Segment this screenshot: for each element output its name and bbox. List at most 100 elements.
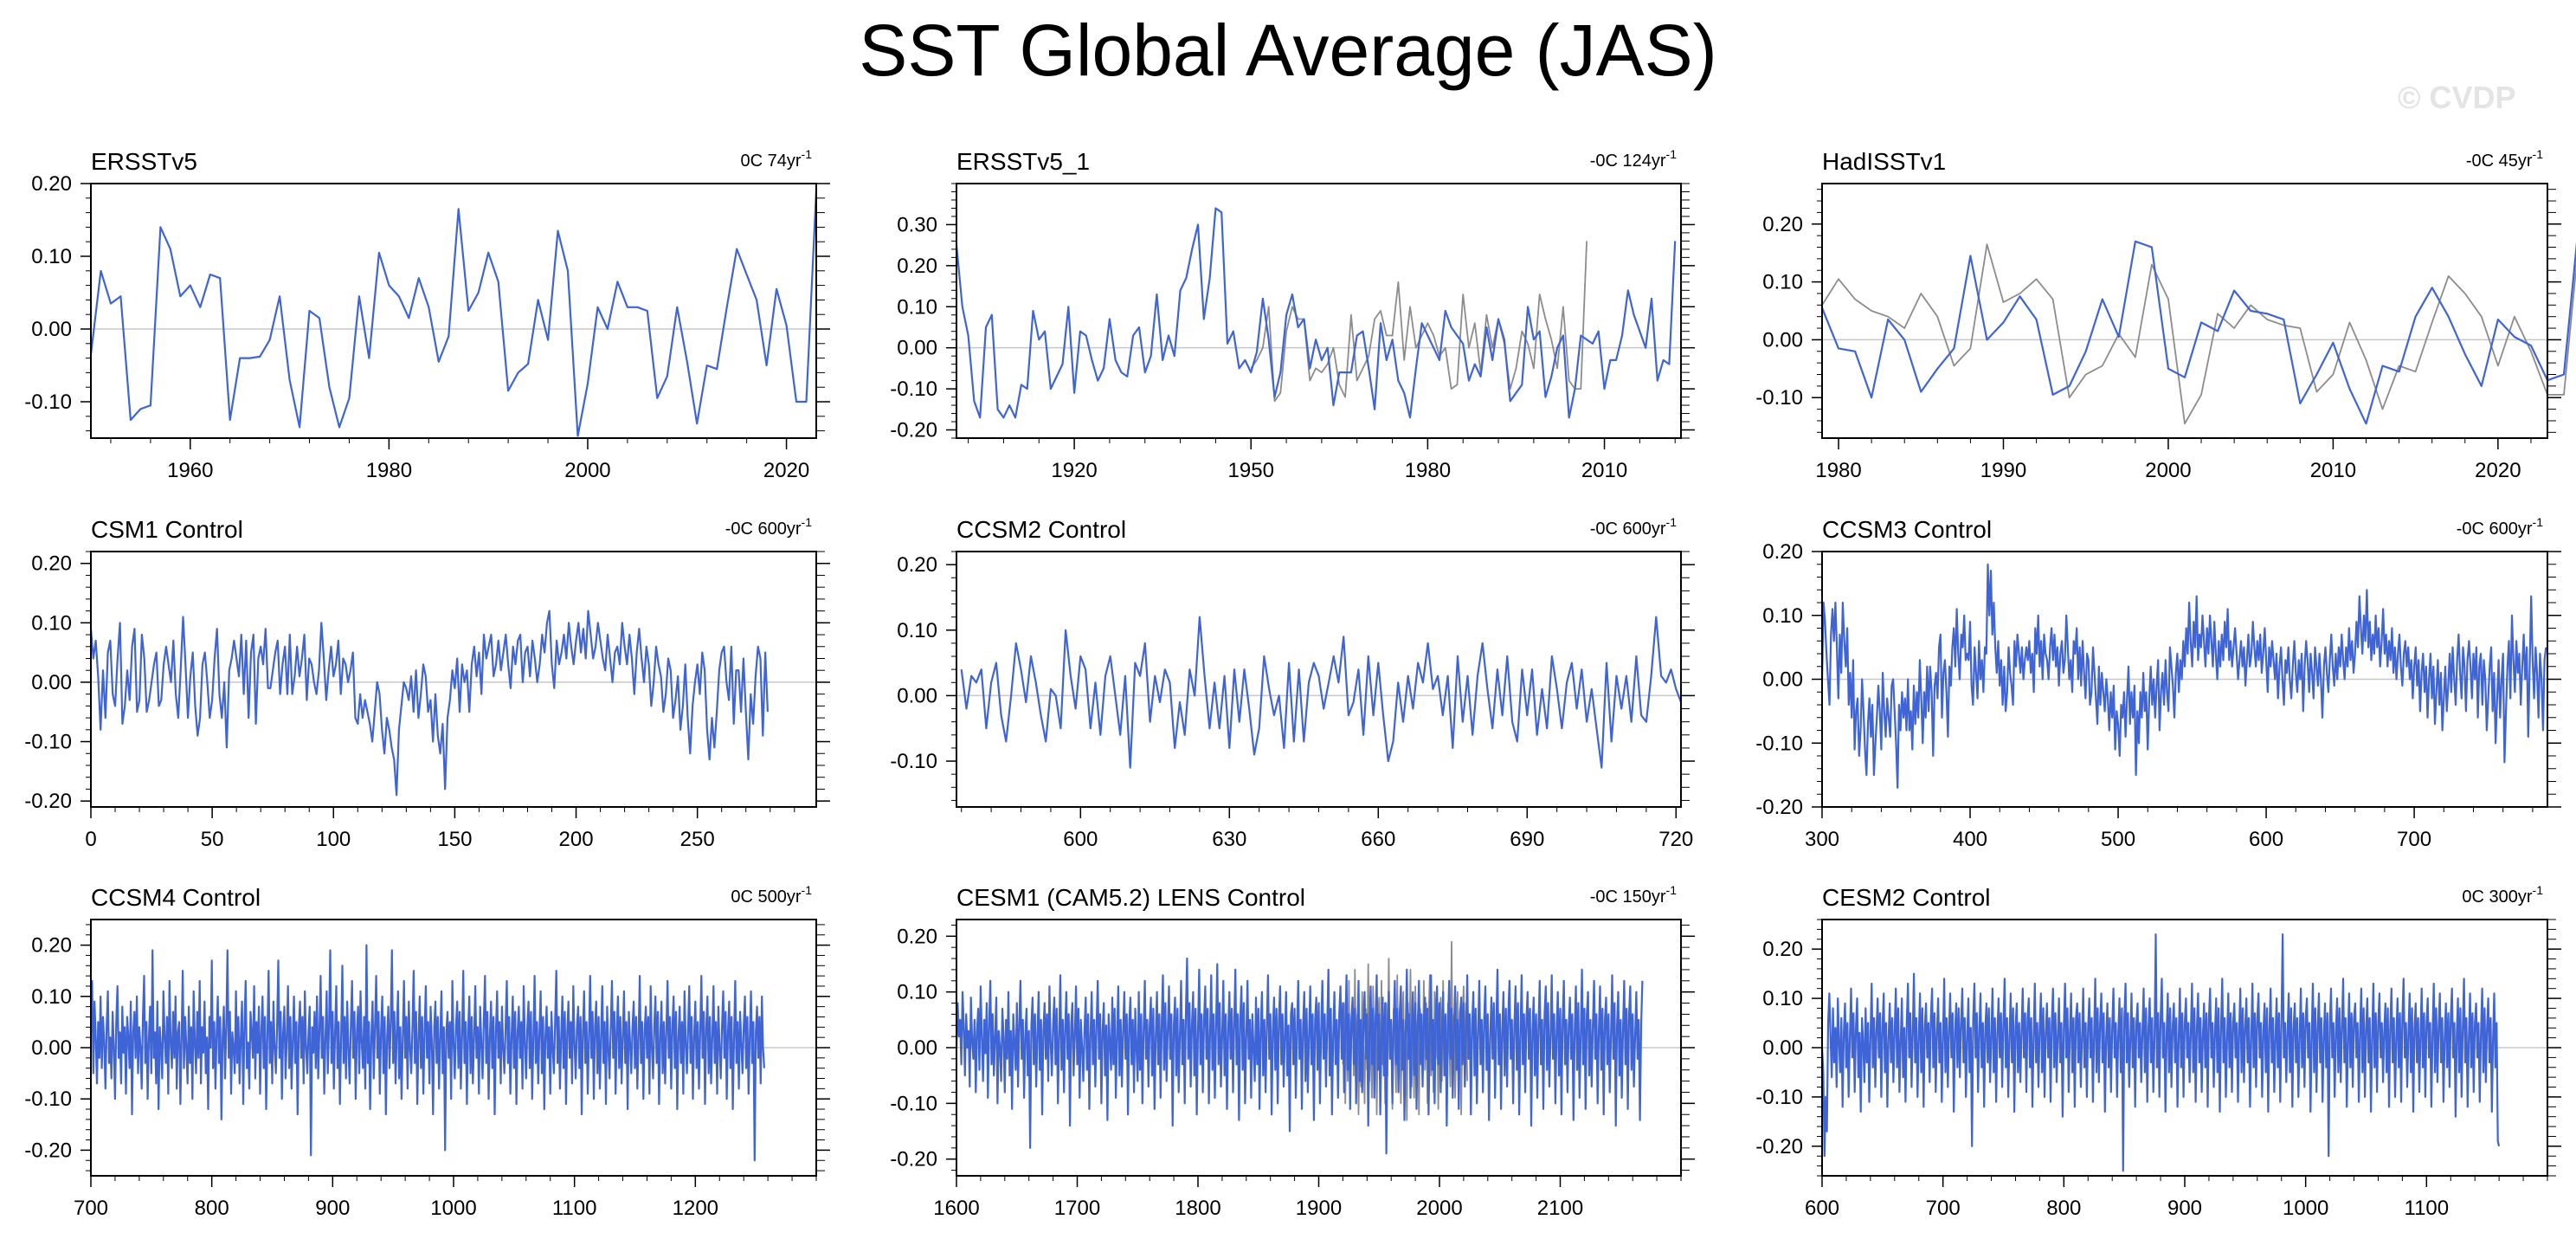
x-tick-label: 800 — [195, 1197, 229, 1220]
y-tick-label: 0.20 — [1762, 213, 1803, 236]
y-tick-label: 0.30 — [897, 213, 937, 236]
panel-title: CSM1 Control — [91, 516, 243, 543]
panel-ccsm4-control: CCSM4 Control 0C 500yr-1 -0.20 -0.10 0.00 0.1… — [24, 883, 830, 1220]
panel-cesm2-control: CESM2 Control 0C 300yr-1 -0.20 -0.10 0.00 0.1… — [1755, 883, 2561, 1220]
panel-ersstv5: ERSSTv5 0C 74yr-1 -0.10 0.00 0.10 0.20 1960 198… — [24, 147, 830, 482]
series-line-primary — [960, 616, 1683, 769]
panel-ccsm2-control: CCSM2 Control -0C 600yr-1 -0.10 0.00 0.10 0.2… — [890, 515, 1695, 851]
y-tick-label: 0.20 — [31, 172, 72, 196]
y-tick-label: 0.00 — [1762, 1036, 1803, 1060]
panel-title: HadISSTv1 — [1822, 148, 1946, 175]
y-tick-label: -0.10 — [890, 378, 937, 401]
y-tick-label: 0.10 — [1762, 987, 1803, 1010]
y-tick-label: 0.10 — [897, 295, 937, 319]
y-tick-label: -0.20 — [24, 1139, 72, 1162]
x-tick-label: 250 — [680, 828, 715, 851]
y-tick-label: 0.00 — [897, 684, 937, 707]
y-tick-label: -0.20 — [24, 790, 72, 813]
x-tick-label: 600 — [2249, 828, 2283, 851]
trend-value: -0C 45yr — [2466, 152, 2533, 171]
y-tick-label: -0.10 — [890, 1092, 937, 1115]
x-tick-label: 400 — [1953, 828, 1987, 851]
trend-exponent: -1 — [2533, 147, 2544, 161]
trend-label: -0C 45yr-1 — [2466, 147, 2543, 171]
x-tick-label: 1800 — [1175, 1197, 1220, 1220]
x-tick-label: 100 — [316, 828, 351, 851]
series-line-primary — [89, 190, 818, 437]
y-tick-label: 0.00 — [897, 1036, 937, 1060]
y-tick-label: 0.00 — [897, 337, 937, 360]
trend-exponent: -1 — [1666, 515, 1678, 529]
y-tick-label: 0.20 — [897, 553, 937, 577]
plot-frame — [90, 919, 817, 1177]
y-tick-label: 0.00 — [31, 671, 72, 694]
trend-label: 0C 300yr-1 — [2462, 883, 2543, 907]
x-tick-label: 1000 — [2283, 1197, 2328, 1220]
y-tick-label: 0.10 — [31, 611, 72, 635]
y-tick-label: 0.00 — [1762, 328, 1803, 352]
y-tick-label: -0.10 — [24, 731, 72, 754]
y-tick-label: 0.10 — [1762, 271, 1803, 294]
x-tick-label: 900 — [315, 1197, 350, 1220]
panel-title: CCSM2 Control — [956, 516, 1126, 543]
x-tick-label: 1980 — [1405, 459, 1451, 482]
x-tick-label: 690 — [1510, 828, 1544, 851]
x-tick-label: 2010 — [1581, 459, 1627, 482]
y-tick-label: -0.10 — [890, 750, 937, 773]
plot-frame — [1821, 551, 2548, 808]
cvdp-watermark: © CVDP — [2398, 80, 2516, 115]
series-line-secondary — [1821, 243, 2576, 425]
x-tick-label: 600 — [1805, 1197, 1839, 1220]
y-tick-label: 0.00 — [1762, 668, 1803, 692]
trend-label: -0C 600yr-1 — [725, 515, 812, 539]
trend-exponent: -1 — [2533, 883, 2544, 897]
y-tick-label: 0.10 — [1762, 604, 1803, 628]
trend-value: -0C 600yr — [1590, 520, 1666, 539]
trend-value: 0C 500yr — [731, 887, 801, 907]
x-tick-label: 700 — [2397, 828, 2431, 851]
trend-label: -0C 600yr-1 — [2457, 515, 2543, 539]
series-line-primary — [89, 944, 765, 1162]
trend-label: -0C 124yr-1 — [1590, 147, 1677, 171]
panel-hadisstv1: HadISSTv1 -0C 45yr-1 -0.10 0.00 0.10 0.20 1980… — [1755, 147, 2576, 482]
y-tick-label: 0.20 — [897, 255, 937, 278]
x-tick-label: 700 — [74, 1197, 108, 1220]
trend-exponent: -1 — [802, 147, 813, 161]
trend-exponent: -1 — [2533, 515, 2544, 529]
trend-exponent: -1 — [802, 883, 813, 897]
x-tick-label: 720 — [1658, 828, 1693, 851]
plot-frame — [90, 551, 817, 808]
x-tick-label: 150 — [437, 828, 472, 851]
y-tick-label: 0.00 — [31, 318, 72, 341]
y-tick-label: -0.10 — [24, 1087, 72, 1111]
trend-label: -0C 600yr-1 — [1590, 515, 1677, 539]
trend-value: -0C 124yr — [1590, 152, 1666, 171]
trend-value: -0C 150yr — [1590, 887, 1666, 907]
trend-value: -0C 600yr — [2457, 520, 2533, 539]
series-line-primary — [1820, 563, 2547, 790]
page-title: SST Global Average (JAS) — [859, 10, 1717, 91]
x-tick-label: 700 — [1926, 1197, 1961, 1220]
panel-ersstv5-1: ERSSTv5_1 -0C 124yr-1 -0.20 -0.10 0.00 0.10 0.… — [890, 147, 1695, 482]
panel-title: CCSM4 Control — [91, 884, 261, 911]
trend-label: 0C 500yr-1 — [731, 883, 812, 907]
series-line-primary — [89, 610, 769, 797]
x-tick-label: 800 — [2046, 1197, 2081, 1220]
trend-exponent: -1 — [1666, 883, 1678, 897]
trend-value: 0C 300yr — [2462, 887, 2532, 907]
x-tick-label: 1200 — [673, 1197, 718, 1220]
x-tick-label: 1700 — [1054, 1197, 1100, 1220]
x-tick-label: 1960 — [167, 459, 213, 482]
y-tick-label: -0.10 — [24, 390, 72, 414]
x-tick-label: 1900 — [1296, 1197, 1342, 1220]
panel-ccsm3-control: CCSM3 Control -0C 600yr-1 -0.20 -0.10 0.00 0.… — [1755, 515, 2561, 851]
x-tick-label: 2020 — [2475, 459, 2521, 482]
y-tick-label: 0.10 — [897, 981, 937, 1004]
y-tick-label: 0.20 — [1762, 938, 1803, 961]
panel-title: ERSSTv5 — [91, 148, 197, 175]
x-tick-label: 1100 — [552, 1197, 597, 1220]
plot-frame — [956, 551, 1682, 808]
y-tick-label: 0.10 — [31, 985, 72, 1009]
series-line-primary — [955, 207, 1677, 419]
y-tick-label: -0.10 — [1755, 1086, 1803, 1109]
